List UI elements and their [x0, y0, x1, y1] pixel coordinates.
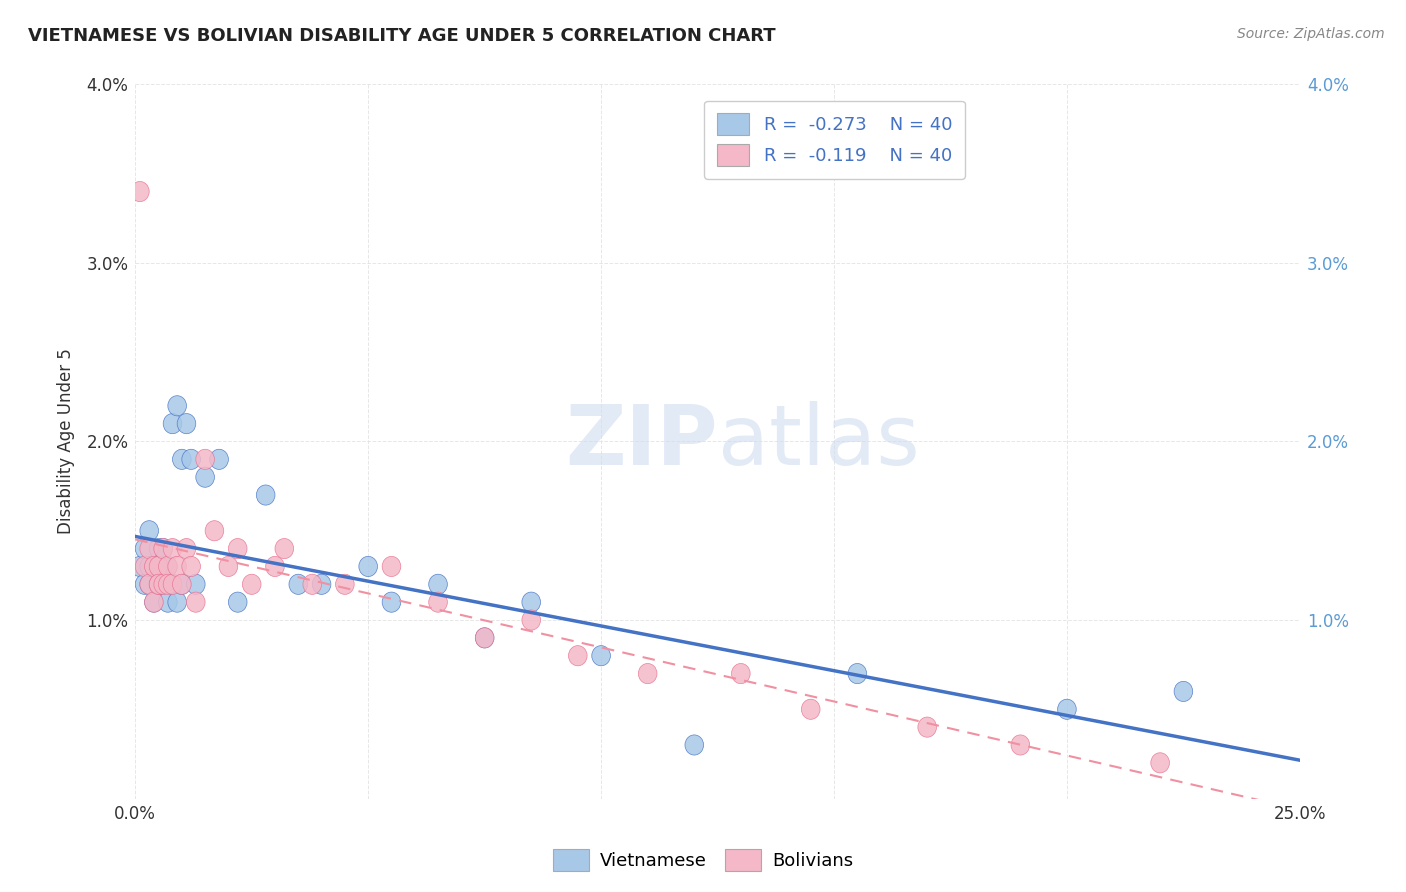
Ellipse shape: [266, 557, 284, 576]
Ellipse shape: [302, 574, 322, 594]
Ellipse shape: [228, 592, 247, 612]
Ellipse shape: [163, 574, 181, 594]
Ellipse shape: [145, 592, 163, 612]
Ellipse shape: [177, 414, 195, 434]
Ellipse shape: [135, 557, 153, 576]
Ellipse shape: [359, 557, 377, 576]
Ellipse shape: [173, 574, 191, 594]
Ellipse shape: [131, 557, 149, 576]
Ellipse shape: [568, 646, 588, 665]
Ellipse shape: [167, 592, 187, 612]
Ellipse shape: [135, 539, 153, 558]
Ellipse shape: [187, 592, 205, 612]
Ellipse shape: [135, 574, 153, 594]
Ellipse shape: [149, 574, 167, 594]
Ellipse shape: [1011, 735, 1029, 755]
Ellipse shape: [149, 557, 167, 576]
Ellipse shape: [205, 521, 224, 541]
Ellipse shape: [139, 557, 159, 576]
Ellipse shape: [336, 574, 354, 594]
Ellipse shape: [475, 628, 494, 648]
Ellipse shape: [139, 574, 159, 594]
Ellipse shape: [312, 574, 330, 594]
Ellipse shape: [195, 467, 215, 487]
Legend: R =  -0.273    N = 40, R =  -0.119    N = 40: R = -0.273 N = 40, R = -0.119 N = 40: [704, 101, 965, 179]
Ellipse shape: [475, 628, 494, 648]
Ellipse shape: [187, 574, 205, 594]
Ellipse shape: [181, 450, 201, 469]
Ellipse shape: [145, 592, 163, 612]
Ellipse shape: [149, 539, 167, 558]
Ellipse shape: [145, 557, 163, 576]
Ellipse shape: [139, 539, 159, 558]
Ellipse shape: [173, 450, 191, 469]
Ellipse shape: [685, 735, 703, 755]
Ellipse shape: [209, 450, 228, 469]
Ellipse shape: [848, 664, 866, 683]
Ellipse shape: [139, 574, 159, 594]
Ellipse shape: [177, 539, 195, 558]
Ellipse shape: [145, 557, 163, 576]
Ellipse shape: [429, 574, 447, 594]
Ellipse shape: [181, 557, 201, 576]
Ellipse shape: [382, 557, 401, 576]
Ellipse shape: [195, 450, 215, 469]
Ellipse shape: [149, 574, 167, 594]
Ellipse shape: [153, 539, 173, 558]
Text: ZIP: ZIP: [565, 401, 717, 482]
Ellipse shape: [276, 539, 294, 558]
Ellipse shape: [149, 557, 167, 576]
Ellipse shape: [522, 592, 540, 612]
Ellipse shape: [731, 664, 751, 683]
Ellipse shape: [163, 574, 181, 594]
Ellipse shape: [131, 181, 149, 202]
Ellipse shape: [1150, 753, 1170, 772]
Y-axis label: Disability Age Under 5: Disability Age Under 5: [58, 349, 75, 534]
Ellipse shape: [167, 396, 187, 416]
Ellipse shape: [1057, 699, 1076, 719]
Ellipse shape: [242, 574, 262, 594]
Ellipse shape: [139, 521, 159, 541]
Text: Source: ZipAtlas.com: Source: ZipAtlas.com: [1237, 27, 1385, 41]
Ellipse shape: [163, 414, 181, 434]
Ellipse shape: [153, 539, 173, 558]
Ellipse shape: [290, 574, 308, 594]
Ellipse shape: [167, 557, 187, 576]
Ellipse shape: [592, 646, 610, 665]
Ellipse shape: [429, 592, 447, 612]
Ellipse shape: [153, 574, 173, 594]
Legend: Vietnamese, Bolivians: Vietnamese, Bolivians: [546, 842, 860, 879]
Text: VIETNAMESE VS BOLIVIAN DISABILITY AGE UNDER 5 CORRELATION CHART: VIETNAMESE VS BOLIVIAN DISABILITY AGE UN…: [28, 27, 776, 45]
Ellipse shape: [159, 574, 177, 594]
Ellipse shape: [256, 485, 276, 505]
Ellipse shape: [219, 557, 238, 576]
Ellipse shape: [149, 574, 167, 594]
Ellipse shape: [638, 664, 657, 683]
Ellipse shape: [522, 610, 540, 630]
Ellipse shape: [159, 592, 177, 612]
Ellipse shape: [159, 557, 177, 576]
Ellipse shape: [173, 574, 191, 594]
Ellipse shape: [382, 592, 401, 612]
Ellipse shape: [801, 699, 820, 719]
Ellipse shape: [159, 557, 177, 576]
Ellipse shape: [918, 717, 936, 737]
Ellipse shape: [153, 574, 173, 594]
Text: atlas: atlas: [717, 401, 920, 482]
Ellipse shape: [228, 539, 247, 558]
Ellipse shape: [1174, 681, 1192, 701]
Ellipse shape: [163, 539, 181, 558]
